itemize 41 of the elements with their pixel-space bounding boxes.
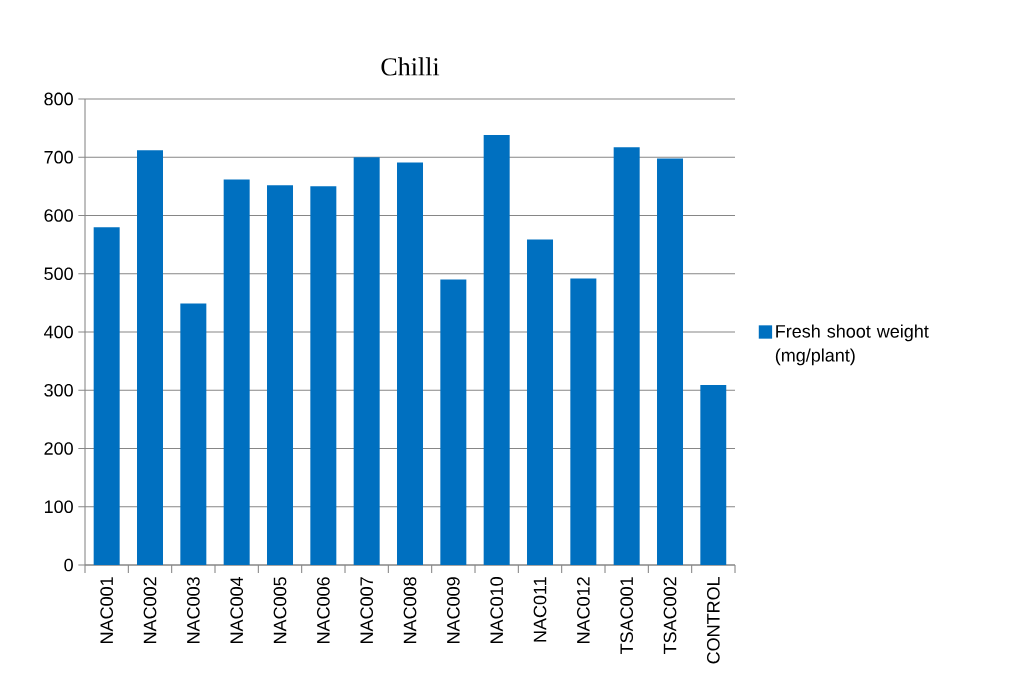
bar (267, 185, 293, 565)
x-tick-label: NAC007 (360, 577, 374, 643)
y-tick-label: 600 (44, 209, 73, 222)
bar (310, 186, 337, 565)
y-tick-label: 200 (44, 442, 73, 455)
x-tick-label: NAC011 (533, 577, 547, 642)
bar (613, 147, 640, 565)
y-tick-label: 700 (44, 150, 73, 164)
x-tick-label: TSAC002 (663, 577, 677, 655)
bar (353, 157, 380, 565)
chart-title: Chilli (381, 57, 440, 76)
bar (440, 279, 467, 565)
bar (137, 150, 163, 565)
bar (700, 385, 727, 565)
x-tick-label: TSAC001 (620, 577, 634, 655)
y-tick-label: 400 (44, 325, 73, 339)
bar (570, 278, 597, 565)
legend-label: Fresh shoot weight (mg/plant) (775, 324, 929, 366)
bar (483, 135, 510, 565)
x-tick-label: NAC004 (230, 576, 244, 643)
x-tick-label: NAC001 (100, 577, 114, 643)
x-tick-label: NAC005 (273, 577, 287, 643)
x-tick-label: NAC009 (446, 577, 460, 643)
x-tick-label: NAC006 (316, 577, 330, 643)
y-tick-label: 0 (64, 558, 73, 572)
y-tick-label: 800 (44, 92, 73, 106)
y-tick-label: 100 (44, 500, 73, 514)
x-tick-label: NAC008 (403, 577, 417, 643)
bar (657, 158, 684, 565)
bar (93, 227, 120, 565)
y-tick-label: 500 (44, 267, 73, 281)
bar (180, 303, 207, 565)
x-tick-label: CONTROL (706, 576, 720, 664)
y-tick-label: 300 (44, 383, 73, 397)
bar (527, 239, 554, 565)
bar (397, 162, 424, 565)
x-tick-label: NAC002 (143, 577, 157, 643)
x-tick-label: NAC010 (490, 577, 504, 643)
x-tick-label: NAC003 (186, 577, 200, 643)
bar (223, 179, 250, 565)
x-tick-label: NAC012 (576, 577, 590, 643)
